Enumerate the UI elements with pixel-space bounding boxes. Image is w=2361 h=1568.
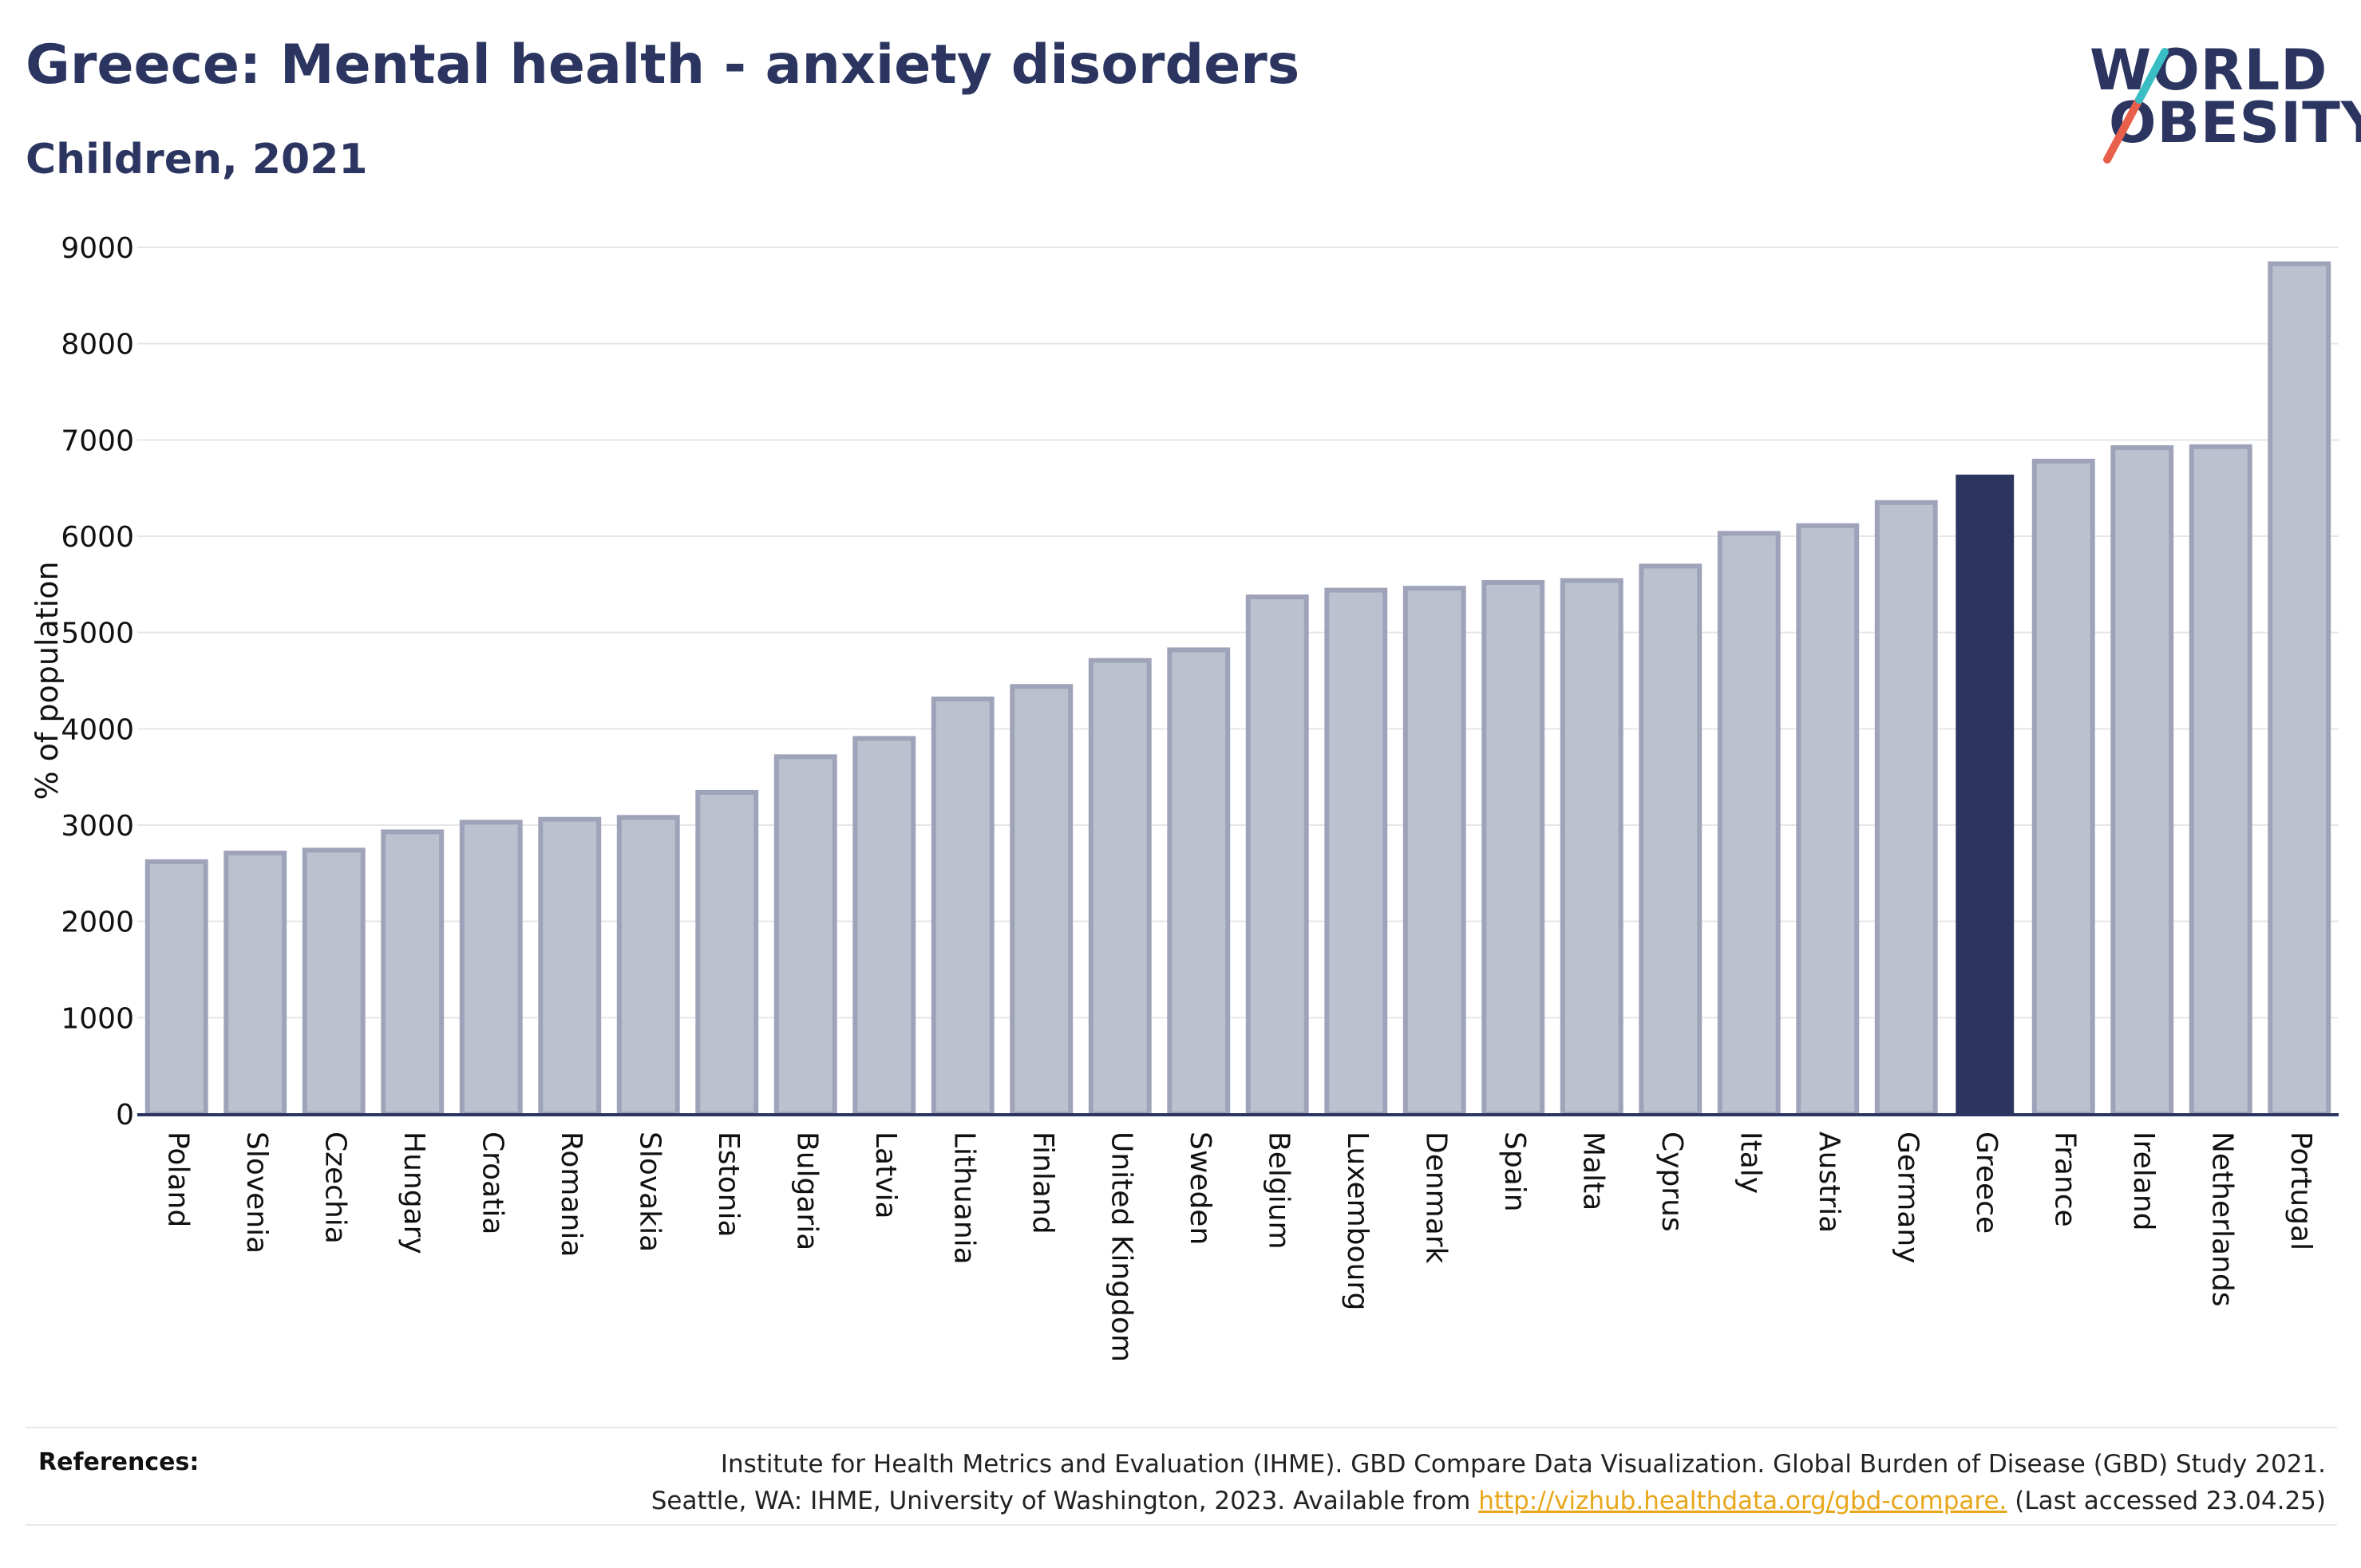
- x-tick-label: Malta: [1576, 1132, 1609, 1211]
- x-tick-label: Cyprus: [1655, 1132, 1688, 1232]
- x-tick-label: Germany: [1891, 1132, 1924, 1263]
- bar-denmark: [1402, 586, 1466, 1117]
- y-tick-label: 1000: [61, 1002, 134, 1035]
- bar-spain: [1481, 579, 1545, 1117]
- x-tick-label: Denmark: [1419, 1132, 1452, 1264]
- bar-france: [2031, 458, 2095, 1116]
- x-tick-label: Luxembourg: [1341, 1132, 1374, 1310]
- bar-finland: [1010, 684, 1074, 1116]
- y-tick-label: 7000: [61, 425, 134, 457]
- references-line-1: Institute for Health Metrics and Evaluat…: [720, 1450, 2326, 1479]
- bar-poland: [144, 859, 208, 1116]
- x-tick-label: Lithuania: [947, 1132, 980, 1265]
- bar-united-kingdom: [1088, 658, 1152, 1116]
- x-tick-label: France: [2048, 1132, 2081, 1227]
- y-tick-label: 6000: [61, 521, 134, 554]
- references-label: References:: [38, 1448, 200, 1476]
- x-tick-label: United Kingdom: [1105, 1132, 1137, 1362]
- bar-luxembourg: [1324, 587, 1388, 1117]
- bar-cyprus: [1639, 563, 1703, 1116]
- bar-greece: [1956, 474, 2015, 1114]
- x-tick-label: Sweden: [1184, 1132, 1216, 1245]
- x-axis-ticks: Poland Slovenia Czechia Hungary Croatia Roman…: [161, 1132, 2317, 1362]
- x-tick-label: Bulgaria: [790, 1132, 823, 1250]
- logo-slash-icon: [2103, 48, 2169, 164]
- references-top-rule: [26, 1427, 2337, 1428]
- bar-hungary: [381, 829, 445, 1116]
- bars: [144, 261, 2331, 1117]
- logo-line-world: WORLD: [2090, 38, 2328, 103]
- y-axis-ticks: 0 1000 2000 3000 4000 5000 6000 7000 8000 9000: [61, 232, 134, 1132]
- y-tick-label: 3000: [61, 810, 134, 843]
- references-line-2-prefix: Seattle, WA: IHME, University of Washing…: [651, 1487, 1471, 1515]
- x-tick-label: Portugal: [2284, 1132, 2317, 1250]
- bar-slovakia: [616, 815, 680, 1116]
- logo-line-obesity: OBESITY: [2109, 90, 2361, 156]
- x-tick-label: Latvia: [869, 1132, 902, 1219]
- y-tick-label: 2000: [61, 906, 134, 939]
- page-subtitle: Children, 2021: [26, 136, 368, 184]
- y-tick-label: 4000: [61, 713, 134, 746]
- bar-bulgaria: [773, 754, 837, 1116]
- y-tick-label: 0: [116, 1099, 134, 1132]
- bar-czechia: [302, 847, 366, 1117]
- x-tick-label: Italy: [1734, 1132, 1766, 1194]
- y-tick-label: 9000: [61, 232, 134, 265]
- x-tick-label: Greece: [1970, 1132, 2003, 1234]
- bar-austria: [1796, 523, 1860, 1116]
- world-obesity-logo: WORLD OBESITY: [2075, 20, 2361, 172]
- bar-latvia: [852, 736, 916, 1117]
- references-line-2-suffix: (Last accessed 23.04.25): [2015, 1487, 2326, 1515]
- x-tick-label: Poland: [161, 1132, 194, 1227]
- bar-croatia: [459, 820, 523, 1116]
- x-tick-label: Croatia: [476, 1132, 508, 1234]
- bar-netherlands: [2189, 444, 2252, 1116]
- bar-lithuania: [931, 696, 995, 1116]
- bar-belgium: [1245, 594, 1309, 1116]
- x-tick-label: Spain: [1498, 1132, 1531, 1212]
- bar-malta: [1560, 578, 1623, 1116]
- x-tick-label: Slovakia: [633, 1132, 666, 1252]
- x-tick-label: Romania: [555, 1132, 587, 1257]
- bar-ireland: [2110, 444, 2174, 1116]
- x-tick-label: Netherlands: [2205, 1132, 2238, 1306]
- bar-romania: [538, 816, 602, 1116]
- y-axis-label: % of population: [30, 561, 65, 800]
- bar-portugal: [2268, 261, 2331, 1117]
- bar-sweden: [1167, 647, 1231, 1116]
- page-title: Greece: Mental health - anxiety disorder…: [26, 34, 1300, 97]
- x-tick-label: Estonia: [712, 1132, 745, 1238]
- x-tick-label: Czechia: [318, 1132, 351, 1244]
- bar-italy: [1717, 531, 1781, 1116]
- references-line-2: Seattle, WA: IHME, University of Washing…: [410, 1483, 2326, 1519]
- x-tick-label: Slovenia: [240, 1132, 273, 1254]
- x-tick-label: Hungary: [397, 1132, 430, 1254]
- bar-chart: 0 1000 2000 3000 4000 5000 6000 7000 8000 9000 Po…: [30, 232, 2339, 1362]
- bar-slovenia: [223, 850, 287, 1116]
- bar-germany: [1874, 500, 1938, 1116]
- y-tick-label: 5000: [61, 618, 134, 650]
- x-tick-label: Austria: [1813, 1132, 1845, 1233]
- y-tick-label: 8000: [61, 329, 134, 361]
- x-tick-label: Belgium: [1262, 1132, 1295, 1250]
- references-link[interactable]: http://vizhub.healthdata.org/gbd-compare…: [1478, 1487, 2007, 1515]
- x-tick-label: Finland: [1026, 1132, 1059, 1234]
- x-tick-label: Ireland: [2127, 1132, 2160, 1231]
- bar-estonia: [695, 789, 759, 1116]
- references-bottom-rule: [26, 1524, 2337, 1526]
- references-text: Institute for Health Metrics and Evaluat…: [410, 1446, 2326, 1519]
